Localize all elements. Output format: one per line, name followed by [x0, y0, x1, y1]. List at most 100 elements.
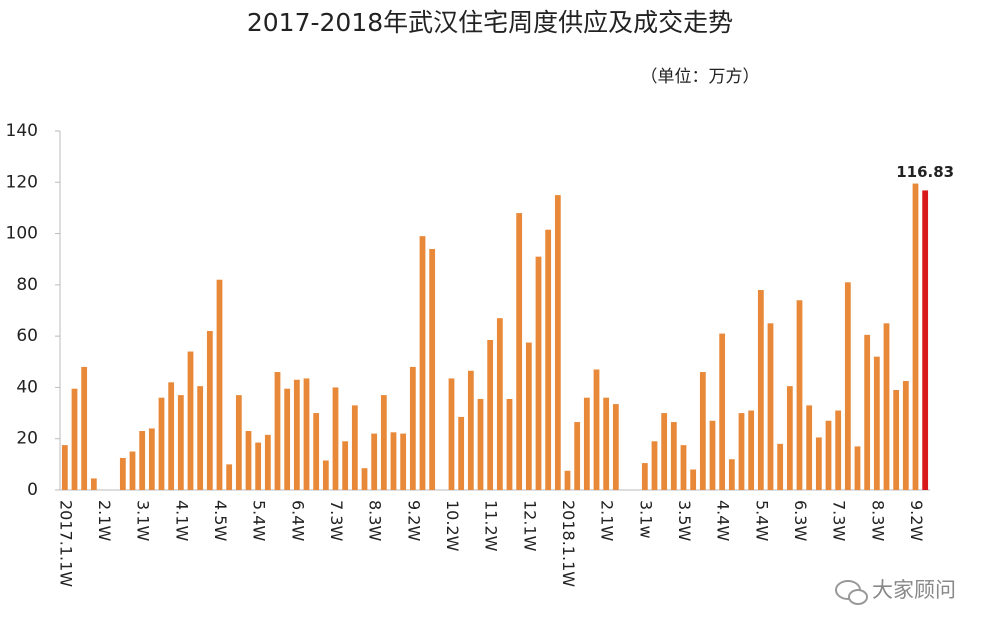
bar: [796, 300, 803, 490]
bar: [786, 386, 793, 490]
bar: [139, 431, 146, 490]
bar: [245, 431, 252, 490]
bar: [255, 442, 262, 490]
bar: [293, 379, 300, 490]
y-tick-label: 60: [16, 326, 38, 346]
bar: [873, 356, 880, 490]
bar: [806, 405, 813, 490]
bar: [313, 413, 320, 490]
bar: [612, 404, 619, 490]
y-tick-label: 100: [6, 224, 38, 244]
x-tick-label: 11.2W: [482, 500, 501, 552]
bar: [699, 372, 706, 490]
watermark-icon: [835, 580, 868, 605]
bar: [90, 478, 97, 490]
x-tick-label: 4.1W: [172, 500, 191, 541]
bar: [371, 433, 378, 490]
bar: [719, 333, 726, 490]
x-tick-label: 8.3W: [868, 500, 887, 541]
bar: [777, 443, 784, 490]
bar: [216, 279, 223, 490]
bar: [641, 463, 648, 490]
bar: [525, 342, 532, 490]
bar: [380, 395, 387, 490]
bar: [757, 289, 764, 490]
bar: [448, 378, 455, 490]
bar: [922, 190, 929, 491]
bar: [284, 388, 291, 490]
bar: [264, 434, 271, 490]
bar: [535, 256, 542, 490]
bar: [835, 410, 842, 490]
bar: [467, 370, 474, 490]
x-tick-label: 3.1W: [134, 500, 153, 541]
bar: [738, 413, 745, 490]
bar: [844, 282, 851, 490]
bar: [71, 388, 78, 490]
bar: [883, 323, 890, 490]
x-tick-label: 5.4W: [250, 500, 269, 541]
bar: [487, 339, 494, 490]
bar: [767, 323, 774, 490]
x-tick-label: 4.4W: [714, 500, 733, 541]
bar: [332, 387, 339, 490]
x-tick-label: 3.1w: [636, 500, 655, 539]
bar: [912, 183, 919, 490]
x-tick-label: 8.3W: [366, 500, 385, 541]
chart-subtitle: （单位：万方）: [641, 67, 760, 87]
bar: [351, 405, 358, 490]
bar: [226, 464, 233, 490]
x-tick-label: 2.1W: [95, 500, 114, 541]
y-tick-label: 80: [16, 275, 38, 295]
bar: [168, 382, 175, 490]
value-label: 116.83: [896, 163, 954, 181]
x-tick-label: 3.5W: [675, 500, 694, 541]
bar: [322, 460, 329, 490]
watermark: 大家顾问: [872, 578, 956, 602]
bar: [496, 318, 503, 490]
bar: [158, 397, 165, 490]
bar: [409, 366, 416, 490]
bar: [593, 369, 600, 490]
x-tick-label: 7.3W: [830, 500, 849, 541]
y-tick-label: 40: [16, 377, 38, 397]
bar: [825, 420, 832, 490]
x-tick-label: 4.5W: [211, 500, 230, 541]
bar: [554, 195, 561, 490]
bar: [187, 351, 194, 490]
bar: [235, 395, 242, 490]
bar: [690, 469, 697, 490]
bar: [728, 459, 735, 490]
bar: [564, 470, 571, 490]
y-tick-label: 140: [6, 121, 38, 141]
x-tick-label: 12.1W: [520, 500, 539, 552]
bar: [893, 389, 900, 490]
x-tick-label: 9.2W: [404, 500, 423, 541]
x-tick-label: 10.2W: [443, 500, 462, 552]
x-tick-label: 5.4W: [752, 500, 771, 541]
bar: [400, 433, 407, 490]
bar: [429, 248, 436, 490]
x-tick-label: 2017.1.1W: [56, 500, 75, 587]
bar: [670, 422, 677, 490]
bar: [458, 416, 465, 490]
bar: [680, 445, 687, 490]
bar: [177, 395, 184, 490]
bar: [419, 236, 426, 490]
y-tick-label: 0: [27, 480, 38, 500]
bar: [748, 410, 755, 490]
bar: [390, 432, 397, 490]
chart-title: 2017-2018年武汉住宅周度供应及成交走势: [247, 8, 733, 37]
bar: [651, 441, 658, 490]
bar: [197, 386, 204, 490]
x-tick-label: 9.2W: [907, 500, 926, 541]
bar: [603, 397, 610, 490]
bar: [129, 451, 136, 490]
bar: [206, 331, 213, 490]
bar: [274, 372, 281, 490]
bar: [477, 398, 484, 490]
x-tick-label: 6.4W: [288, 500, 307, 541]
x-tick-label: 2.1W: [598, 500, 617, 541]
